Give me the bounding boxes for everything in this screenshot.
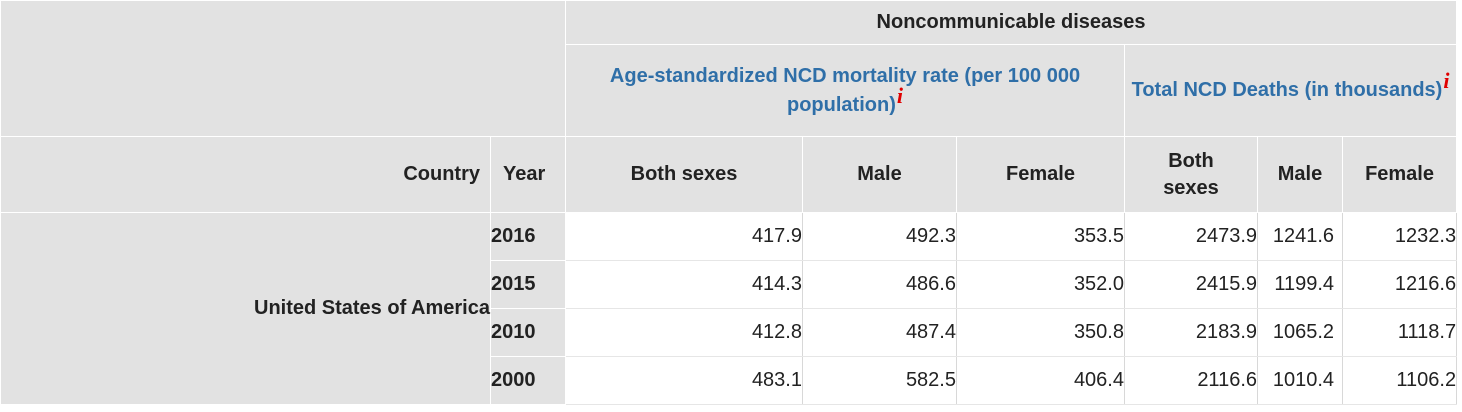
deaths-male-cell: 1065.2 — [1257, 308, 1343, 357]
rate-male-cell: 492.3 — [802, 212, 957, 261]
group-header-row: Noncommunicable diseases — [0, 0, 1458, 137]
subgroup-header-deaths[interactable]: Total NCD Deaths (in thousands)i — [1123, 44, 1458, 137]
column-header-row: Country Year Both sexes Male Female Both… — [0, 136, 1458, 213]
deaths-female-cell: 1106.2 — [1341, 356, 1458, 405]
header-blank-corner — [0, 0, 566, 137]
rate-male-cell: 486.6 — [802, 260, 957, 309]
table-row: United States of America 2016 417.9 492.… — [0, 212, 1458, 405]
column-header-rate-female: Female — [956, 136, 1125, 213]
rate-female-cell: 350.8 — [956, 308, 1125, 357]
column-header-deaths-both: Both sexes — [1124, 136, 1258, 213]
country-name: United States of America — [0, 212, 491, 405]
table-row: 2000 483.1 582.5 406.4 2116.6 1010.4 110… — [1, 356, 1458, 405]
deaths-female-cell: 1118.7 — [1341, 308, 1458, 357]
subgroup-header-rate-label[interactable]: Age-standardized NCD mortality rate (per… — [609, 64, 1081, 116]
deaths-female-cell: 1216.6 — [1341, 260, 1458, 309]
rate-both-cell: 414.3 — [565, 260, 803, 309]
column-header-deaths-male: Male — [1257, 136, 1343, 213]
info-icon[interactable]: i — [1443, 68, 1450, 94]
rate-female-cell: 353.5 — [956, 212, 1125, 261]
deaths-both-cell: 2183.9 — [1124, 308, 1258, 357]
subgroup-header-row: Age-standardized NCD mortality rate (per… — [1, 44, 1458, 137]
year-cell: 2000 — [490, 356, 566, 405]
column-header-country: Country — [0, 136, 491, 213]
group-header: Noncommunicable diseases — [564, 0, 1458, 45]
deaths-male-cell: 1010.4 — [1257, 356, 1343, 405]
year-cell: 2015 — [490, 260, 566, 309]
column-header-deaths-female: Female — [1341, 136, 1458, 213]
rate-male-cell: 582.5 — [802, 356, 957, 405]
subgroup-header-deaths-label[interactable]: Total NCD Deaths (in thousands) — [1131, 79, 1443, 101]
deaths-both-cell: 2116.6 — [1124, 356, 1258, 405]
rate-both-cell: 417.9 — [565, 212, 803, 261]
rate-female-cell: 352.0 — [956, 260, 1125, 309]
rate-female-cell: 406.4 — [956, 356, 1125, 405]
deaths-female-cell: 1232.3 — [1341, 212, 1458, 261]
table-row: 2015 414.3 486.6 352.0 2415.9 1199.4 121… — [1, 260, 1458, 309]
subgroup-header-rate[interactable]: Age-standardized NCD mortality rate (per… — [565, 44, 1125, 137]
deaths-both-cell: 2473.9 — [1124, 212, 1258, 261]
year-cell: 2010 — [490, 308, 566, 357]
info-icon[interactable]: i — [896, 82, 903, 108]
column-header-rate-male: Male — [802, 136, 957, 213]
year-cell: 2016 — [490, 212, 566, 261]
rate-both-cell: 483.1 — [565, 356, 803, 405]
column-header-rate-both: Both sexes — [565, 136, 803, 213]
rate-male-cell: 487.4 — [802, 308, 957, 357]
column-header-year: Year — [490, 136, 566, 213]
deaths-male-cell: 1241.6 — [1257, 212, 1343, 261]
deaths-both-cell: 2415.9 — [1124, 260, 1258, 309]
deaths-male-cell: 1199.4 — [1257, 260, 1343, 309]
rate-both-cell: 412.8 — [565, 308, 803, 357]
